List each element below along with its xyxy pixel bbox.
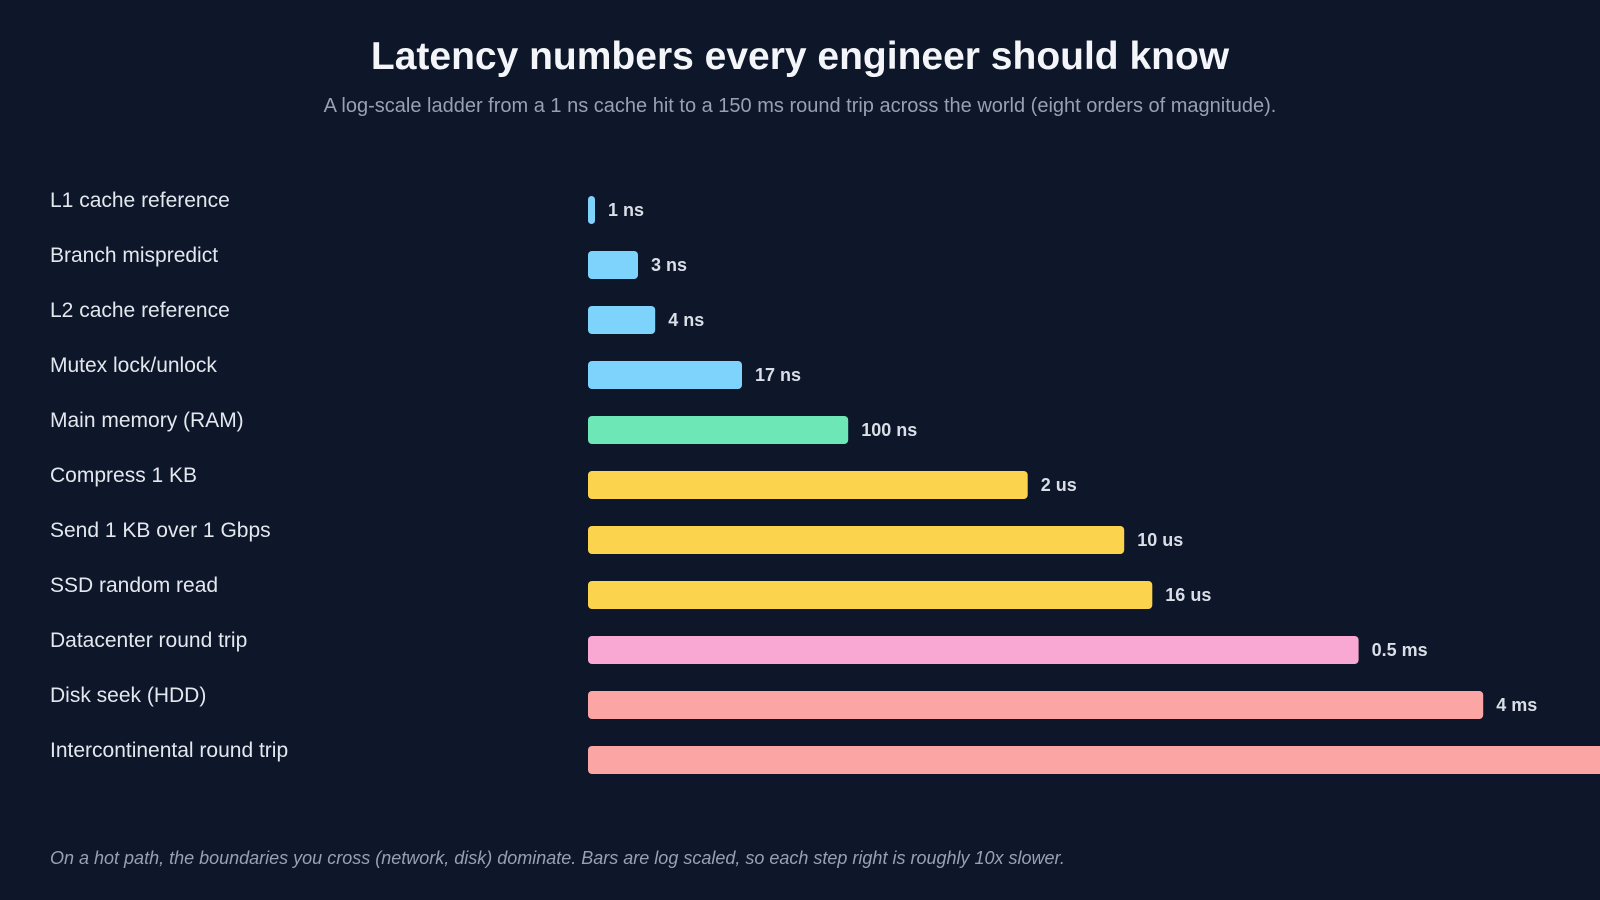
- category-label: Datacenter round trip: [50, 629, 247, 652]
- chart-subtitle: A log-scale ladder from a 1 ns cache hit…: [323, 95, 1277, 117]
- latency-bar: [588, 306, 656, 334]
- latency-bar: [588, 251, 638, 279]
- category-label: Disk seek (HDD): [50, 684, 206, 707]
- value-label: 16 us: [1165, 585, 1211, 605]
- category-label: SSD random read: [50, 574, 218, 597]
- latency-bar: [588, 636, 1359, 664]
- category-label: Compress 1 KB: [50, 464, 197, 487]
- latency-bar: [588, 691, 1484, 719]
- category-label: L1 cache reference: [50, 189, 230, 212]
- chart-title: Latency numbers every engineer should kn…: [370, 35, 1230, 78]
- latency-bar: [588, 471, 1028, 499]
- latency-bar: [588, 416, 849, 444]
- category-label: L2 cache reference: [50, 299, 230, 322]
- value-label: 4 ms: [1496, 695, 1537, 715]
- value-label: 4 ns: [668, 310, 704, 330]
- chart-footnote: On a hot path, the boundaries you cross …: [50, 848, 1065, 868]
- value-label: 10 us: [1137, 530, 1183, 550]
- latency-bar: [588, 196, 595, 224]
- value-label: 2 us: [1041, 475, 1077, 495]
- value-label: 100 ns: [861, 420, 917, 440]
- value-label: 1 ns: [608, 200, 644, 220]
- category-label: Main memory (RAM): [50, 409, 244, 432]
- category-label: Mutex lock/unlock: [50, 354, 217, 377]
- latency-bar: [588, 581, 1153, 609]
- value-label: 0.5 ms: [1372, 640, 1428, 660]
- latency-bar: [588, 526, 1125, 554]
- value-label: 3 ns: [651, 255, 687, 275]
- category-label: Branch mispredict: [50, 244, 218, 267]
- category-label: Send 1 KB over 1 Gbps: [50, 519, 271, 542]
- latency-bar: [588, 746, 1600, 774]
- value-label: 17 ns: [755, 365, 801, 385]
- latency-bar: [588, 361, 742, 389]
- category-label: Intercontinental round trip: [50, 739, 288, 762]
